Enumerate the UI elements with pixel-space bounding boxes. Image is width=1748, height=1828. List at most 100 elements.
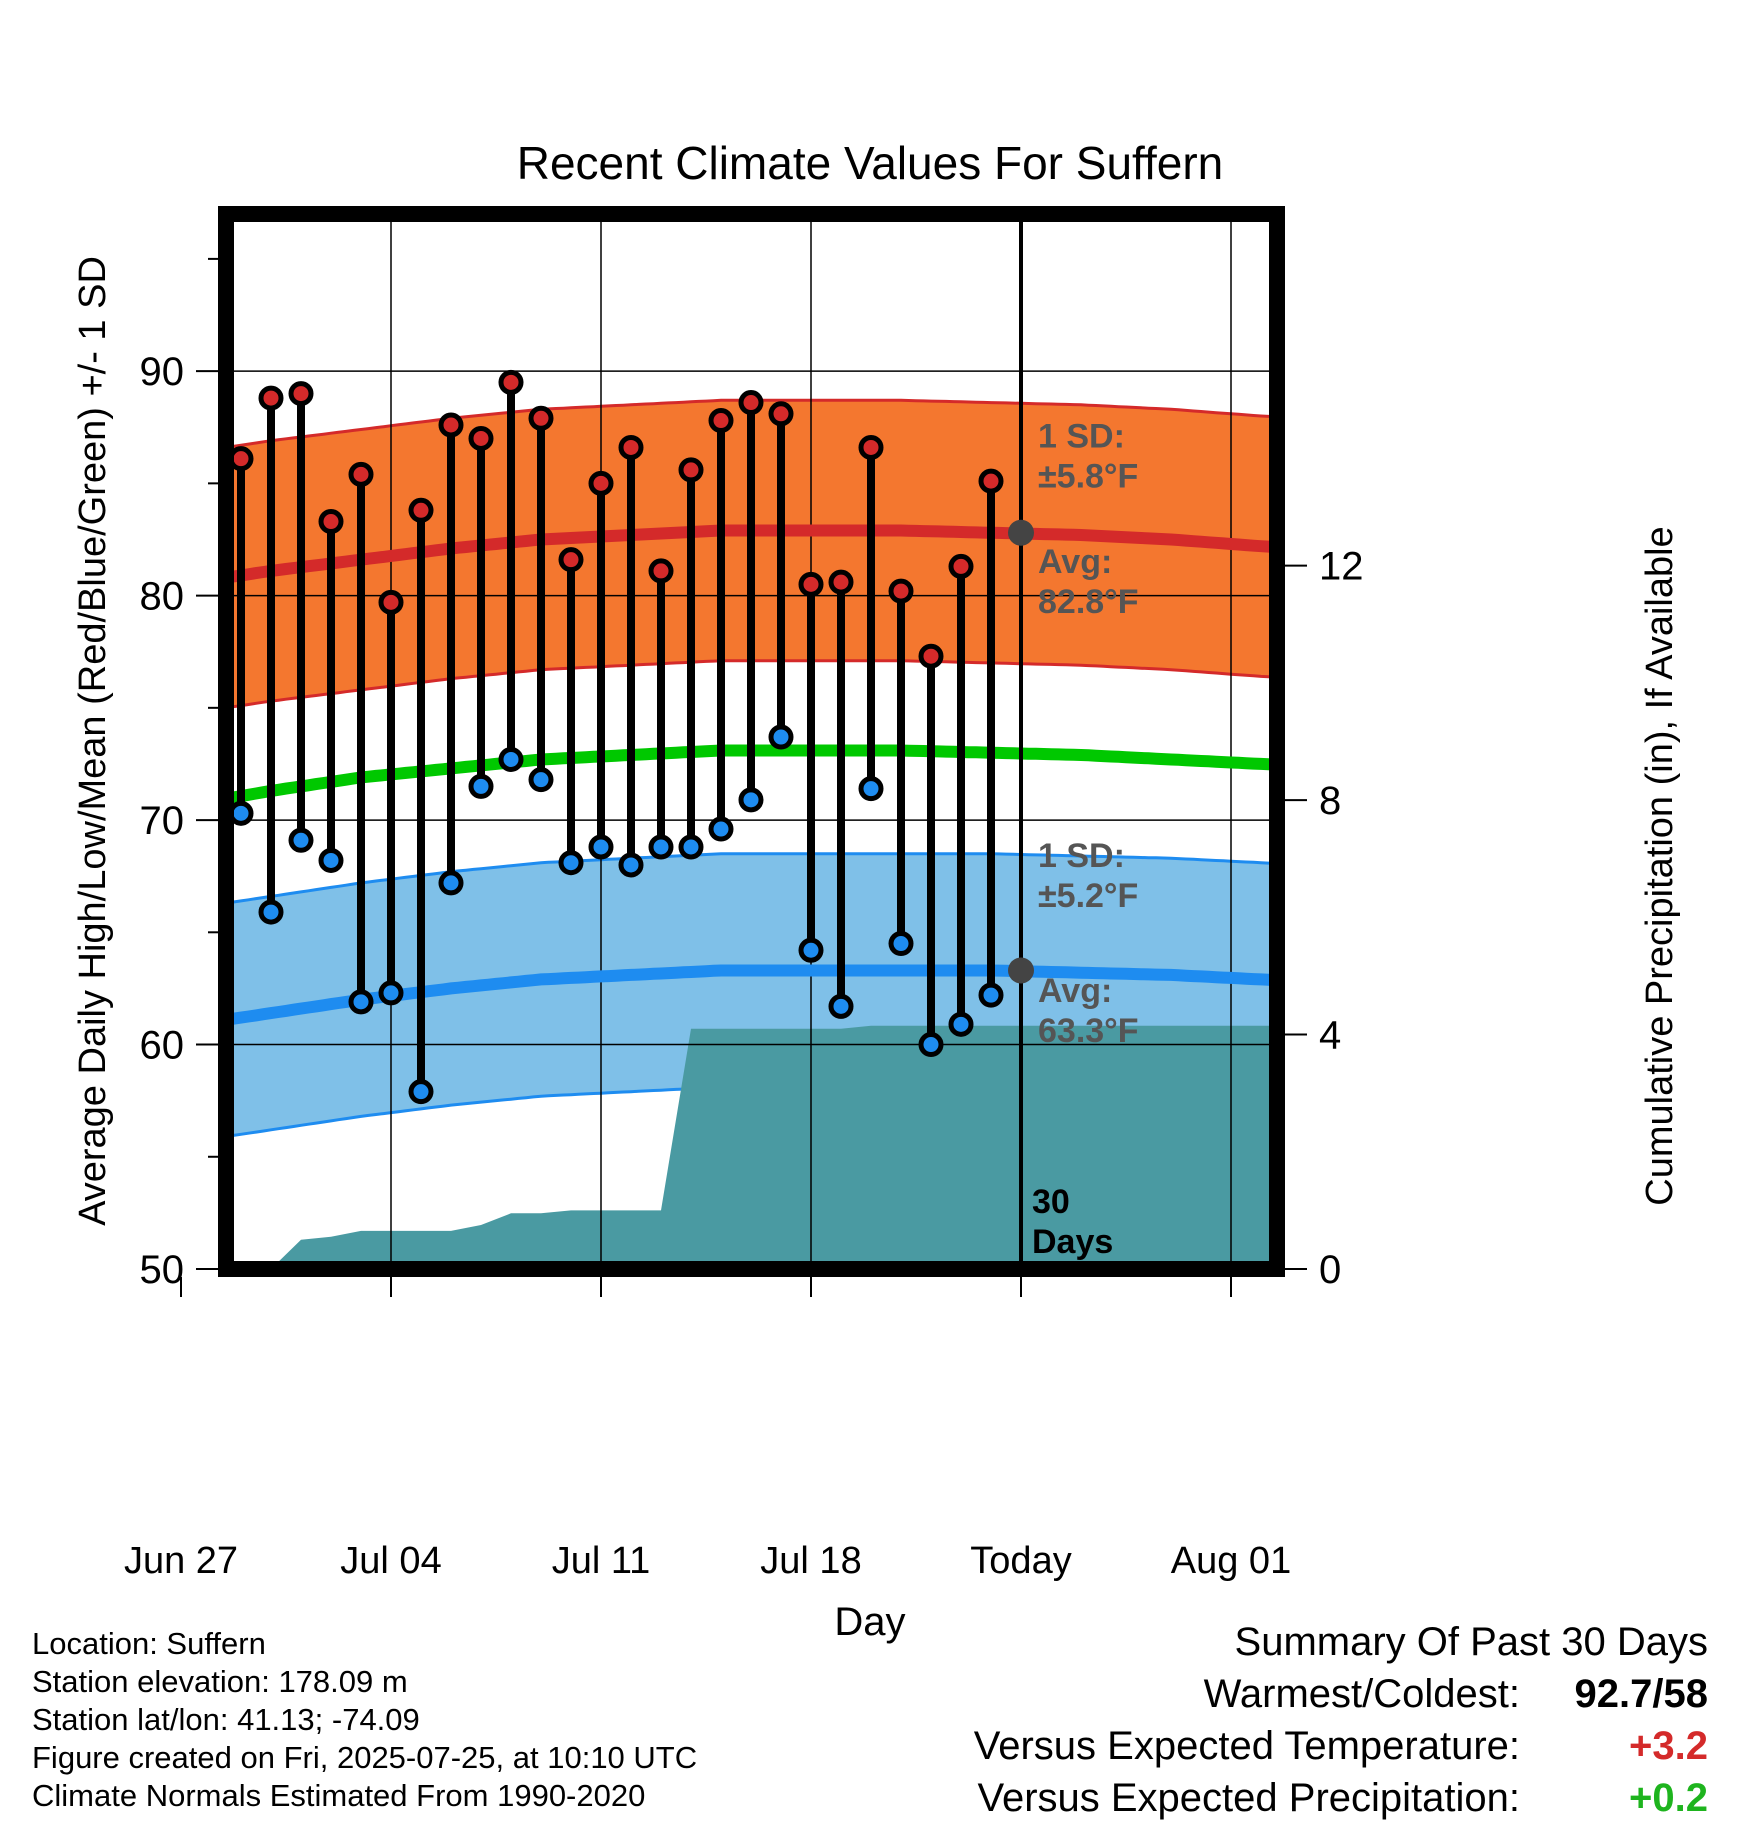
y-tick-label: 90 <box>140 350 185 394</box>
daily-low-point <box>258 899 284 925</box>
today-days-label-1: Days <box>1032 1223 1113 1261</box>
daily-low-point <box>348 989 374 1015</box>
daily-low-point <box>768 724 794 750</box>
daily-high-point <box>978 468 1004 494</box>
x-axis-label: Day <box>834 1600 905 1644</box>
x-tick-label: Jul 11 <box>552 1540 651 1582</box>
precip-area <box>226 1025 1277 1269</box>
high-avg-today-marker <box>1008 519 1034 546</box>
x-tick-label: Jun 27 <box>124 1540 238 1582</box>
daily-high-point <box>738 390 764 416</box>
daily-high-point <box>918 643 944 669</box>
daily-high-point <box>318 509 344 535</box>
daily-high-point <box>288 381 314 407</box>
y2-tick-label: 12 <box>1319 545 1364 589</box>
daily-high-point <box>348 461 374 487</box>
daily-high-point <box>498 369 524 395</box>
daily-low-point <box>318 847 344 873</box>
warmest-value: 92.7/58 <box>1574 1672 1708 1716</box>
warmest-row: Warmest/Coldest: 92.7/58 <box>974 1672 1708 1724</box>
y-tick-label: 60 <box>140 1024 185 1068</box>
x-tick-label: Jul 04 <box>340 1540 441 1582</box>
y2-tick-label: 8 <box>1319 779 1341 823</box>
x-tick-label: Jul 18 <box>760 1540 861 1582</box>
normal-high-line <box>226 524 1277 584</box>
daily-low-point <box>978 982 1004 1008</box>
daily-low-point <box>558 850 584 876</box>
daily-low-point <box>708 816 734 842</box>
daily-high-point <box>828 569 854 595</box>
daily-low-point <box>648 834 674 860</box>
plot-area <box>111 214 1277 1269</box>
precip-row: Versus Expected Precipitation: +0.2 <box>974 1776 1708 1828</box>
high-band-upper-edge <box>226 398 1277 449</box>
precip-label: Versus Expected Precipitation: <box>977 1776 1520 1820</box>
temp-value: +3.2 <box>1629 1724 1708 1768</box>
today-days-label-0: 30 <box>1032 1183 1070 1221</box>
daily-low-point <box>288 827 314 853</box>
summary-title: Summary Of Past 30 Days <box>1234 1620 1708 1664</box>
low-sd-annotation-line-0: 1 SD: <box>1038 837 1125 875</box>
normal-mean-line <box>226 744 1277 805</box>
x-tick-label: Aug 01 <box>1171 1540 1291 1582</box>
location-text: Location: Suffern <box>32 1626 266 1661</box>
daily-low-point <box>438 870 464 896</box>
y2-tick-label: 0 <box>1319 1248 1341 1292</box>
daily-low-point <box>738 787 764 813</box>
y-tick-label: 80 <box>140 575 185 619</box>
daily-low-point <box>828 993 854 1019</box>
normals-text: Climate Normals Estimated From 1990-2020 <box>32 1778 646 1813</box>
low-avg-annotation-line-1: 63.3°F <box>1038 1012 1139 1050</box>
daily-high-point <box>111 301 131 321</box>
daily-high-point <box>588 470 614 496</box>
elevation-text: Station elevation: 178.09 m <box>32 1664 408 1699</box>
daily-low-point <box>498 746 524 772</box>
daily-high-point <box>708 408 734 434</box>
temp-label: Versus Expected Temperature: <box>973 1724 1520 1768</box>
daily-high-point <box>258 385 284 411</box>
daily-low-point <box>888 931 914 957</box>
daily-low-point <box>111 732 131 752</box>
precip-value: +0.2 <box>1629 1776 1708 1820</box>
y-axis-label: Average Daily High/Low/Mean (Red/Blue/Gr… <box>72 256 114 1226</box>
daily-high-point <box>648 558 674 584</box>
summary-title-row: Summary Of Past 30 Days <box>974 1620 1708 1672</box>
low-avg-today-marker <box>1008 957 1034 984</box>
high-avg-annotation-line-1: 82.8°F <box>1038 583 1139 621</box>
daily-low-point <box>798 937 824 963</box>
daily-high-point <box>618 434 644 460</box>
station-info: Location: Suffern Station elevation: 178… <box>32 1625 697 1815</box>
daily-high-point <box>858 434 884 460</box>
daily-low-point <box>618 852 644 878</box>
high-sd-annotation-line-0: 1 SD: <box>1038 417 1125 455</box>
daily-low-point <box>528 767 554 793</box>
y2-tick-label: 4 <box>1319 1014 1341 1058</box>
created-text: Figure created on Fri, 2025-07-25, at 10… <box>32 1740 698 1775</box>
daily-high-point <box>888 578 914 604</box>
warmest-label: Warmest/Coldest: <box>1203 1672 1520 1716</box>
chart-title: Recent Climate Values For Suffern <box>517 137 1224 189</box>
daily-high-point <box>468 425 494 451</box>
x-tick-label: Today <box>970 1540 1071 1582</box>
daily-high-point <box>141 671 161 691</box>
daily-high-point <box>408 497 434 523</box>
low-sd-annotation-line-1: ±5.2°F <box>1038 877 1138 915</box>
daily-low-point <box>468 773 494 799</box>
high-band-lower-edge <box>226 659 1277 710</box>
high-sd-annotation-line-1: ±5.8°F <box>1038 457 1138 495</box>
latlon-text: Station lat/lon: 41.13; -74.09 <box>32 1702 420 1737</box>
daily-low-point <box>678 834 704 860</box>
y2-axis-label: Cumulative Precipitation (in), If Availa… <box>1639 526 1681 1205</box>
daily-low-point <box>858 776 884 802</box>
daily-high-point <box>678 457 704 483</box>
daily-high-point <box>558 547 584 573</box>
daily-low-point <box>408 1079 434 1105</box>
daily-high-point <box>798 571 824 597</box>
daily-low-point <box>141 996 161 1016</box>
summary-panel: Summary Of Past 30 Days Warmest/Coldest:… <box>974 1620 1708 1828</box>
daily-high-point <box>948 553 974 579</box>
high-avg-annotation-line-0: Avg: <box>1038 543 1112 581</box>
daily-high-point <box>378 589 404 615</box>
daily-low-point <box>588 834 614 860</box>
